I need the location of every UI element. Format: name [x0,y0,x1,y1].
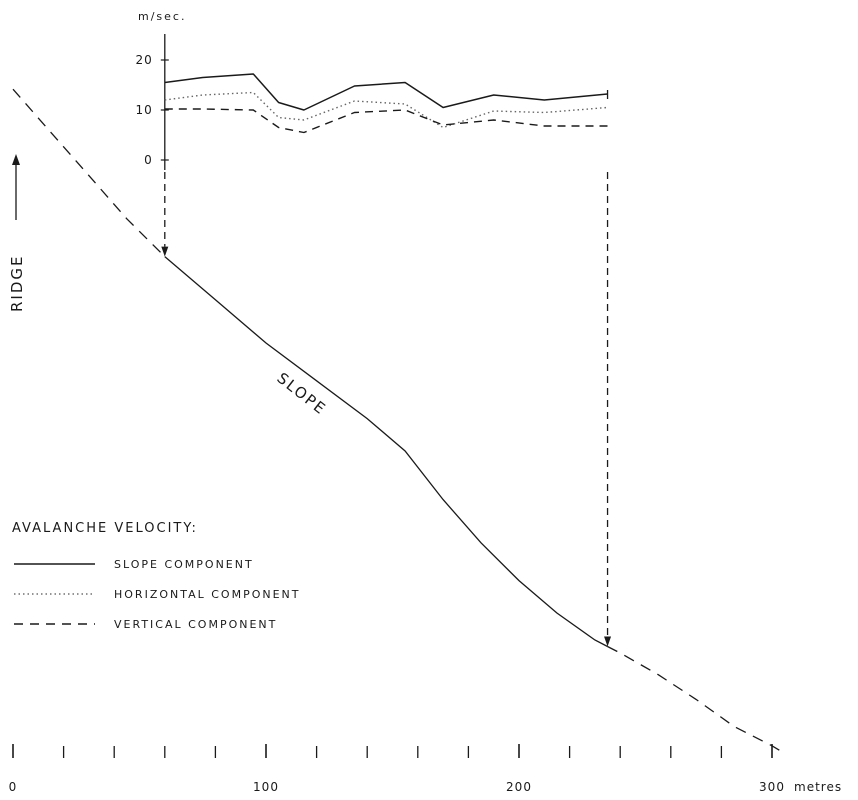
avalanche-extent-arrowhead [604,636,612,647]
velocity-unit-label: m/sec. [138,10,186,23]
distance-tick-label: 300 [759,780,785,794]
distance-axis: 0 100 200 300 metres [9,744,842,794]
ground-upper-dashed [12,88,166,258]
velocity-tick-label: 0 [144,153,153,167]
velocity-axis: 0 10 20 [136,34,169,170]
legend-label-horizontal: HORIZONTAL COMPONENT [114,588,301,601]
slope-label: SLOPE [274,369,331,419]
legend: AVALANCHE VELOCITY: SLOPE COMPONENT HORI… [12,521,301,631]
legend-label-slope: SLOPE COMPONENT [114,558,254,571]
avalanche-extent-markers [161,172,612,647]
legend-label-vertical: VERTICAL COMPONENT [114,618,277,631]
ground-lower-dashed [607,645,785,754]
distance-tick-label: 200 [506,780,532,794]
velocity-tick-label: 10 [136,103,153,117]
velocity-series-layer [164,73,609,134]
ground-avalanche-track [164,256,608,648]
distance-tick-label: 100 [253,780,279,794]
series-horizontal-component [164,91,608,129]
series-slope-component [164,73,608,111]
ridge-arrow [12,154,20,220]
velocity-tick-label: 20 [136,53,153,67]
avalanche-extent-arrowhead [161,246,169,257]
ridge-label: RIDGE [8,255,26,313]
ground-profile-layer [12,88,785,754]
series-vertical-component [164,108,608,134]
distance-tick-label: 0 [9,780,18,794]
distance-unit-label: metres [794,780,842,794]
legend-title: AVALANCHE VELOCITY: [12,521,198,536]
